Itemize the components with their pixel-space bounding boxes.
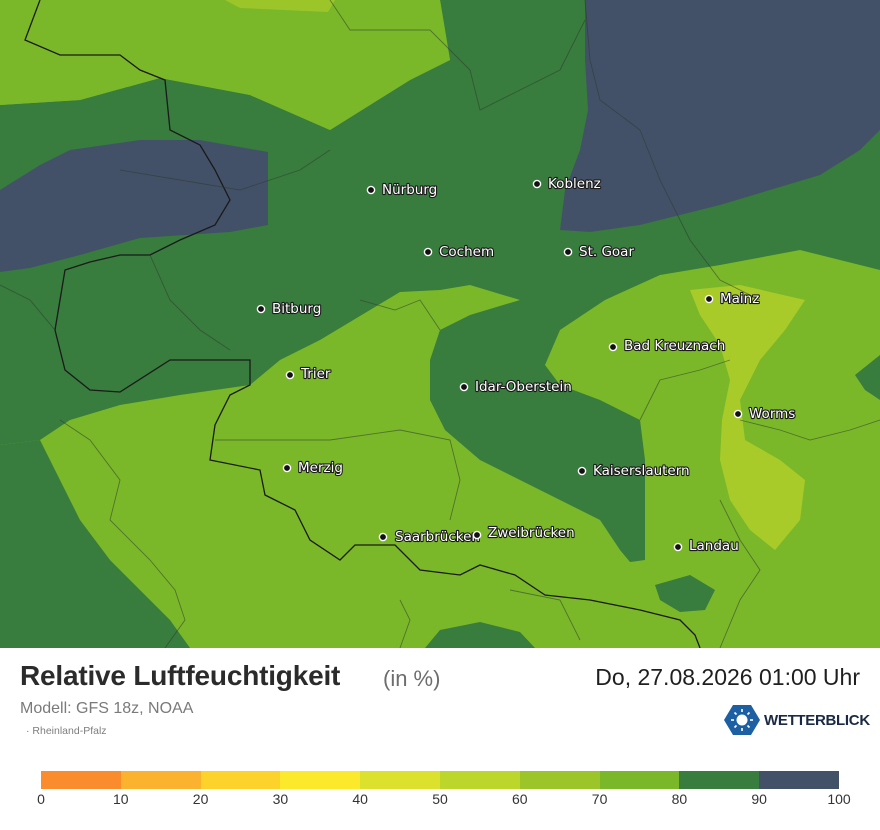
- region-lines: [0, 0, 880, 648]
- city-dot: [459, 382, 469, 392]
- city-marker-cochem: Cochem: [423, 243, 495, 261]
- city-marker-nuerburg: Nürburg: [366, 181, 438, 199]
- city-dot: [608, 342, 618, 352]
- city-marker-kaiserslautern: Kaiserslautern: [577, 462, 691, 480]
- city-marker-idar-oberstein: Idar-Oberstein: [459, 378, 573, 396]
- city-label: St. Goar: [579, 244, 634, 260]
- legend-tick-label: 80: [671, 791, 688, 807]
- humidity-band-80-90-east-edge: [855, 355, 880, 400]
- city-dot: [366, 185, 376, 195]
- city-dot: [285, 370, 295, 380]
- city-label: Idar-Oberstein: [475, 379, 572, 395]
- city-label: Saarbrücken: [395, 529, 480, 545]
- city-dot: [704, 294, 714, 304]
- map-footer: Relative Luftfeuchtigkeit (in %) Do, 27.…: [0, 648, 880, 830]
- city-label: Zweibrücken: [488, 525, 575, 541]
- color-scale-legend: [41, 771, 839, 789]
- legend-tick-label: 30: [272, 791, 289, 807]
- city-label: Nürburg: [382, 182, 437, 198]
- legend-tick-label: 50: [432, 791, 448, 807]
- city-dot: [282, 463, 292, 473]
- legend-segment: [759, 771, 839, 789]
- brand-logo[interactable]: WETTERBLICK: [724, 704, 870, 736]
- humidity-band-90-100-west: [0, 140, 268, 272]
- legend-segment: [200, 771, 281, 789]
- city-label: Koblenz: [548, 176, 601, 192]
- region-label: · Rheinland-Pfalz: [26, 725, 107, 737]
- city-marker-zweibruecken: Zweibrücken: [472, 524, 576, 542]
- model-info: Modell: GFS 18z, NOAA: [20, 700, 194, 717]
- city-label: Mainz: [720, 291, 759, 307]
- legend-tick-label: 90: [751, 791, 767, 807]
- legend-segment: [280, 771, 361, 789]
- humidity-band-50-60-rhine: [690, 285, 805, 550]
- city-marker-mainz: Mainz: [704, 290, 760, 308]
- city-label: Landau: [689, 538, 739, 554]
- city-label: Worms: [749, 406, 795, 422]
- humidity-band-80-90-southwest: [0, 440, 190, 648]
- legend-segment: [679, 771, 760, 789]
- humidity-map: Nürburg Koblenz Cochem St. Goar Mainz Bi…: [0, 0, 880, 648]
- city-label: Bitburg: [272, 301, 321, 317]
- legend-segment: [599, 771, 680, 789]
- legend-tick-label: 70: [591, 791, 608, 807]
- city-dot: [563, 247, 573, 257]
- city-dot: [378, 532, 388, 542]
- legend-segment: [41, 771, 121, 789]
- city-marker-bitburg: Bitburg: [256, 300, 322, 318]
- city-dot: [532, 179, 542, 189]
- city-label: Bad Kreuznach: [624, 338, 725, 354]
- border-lines: [24, 0, 701, 648]
- legend-segment: [439, 771, 520, 789]
- legend-tick-label: 0: [37, 791, 45, 807]
- legend-tick-label: 60: [512, 791, 528, 807]
- legend-tick-label: 10: [113, 791, 129, 807]
- legend-segment: [519, 771, 600, 789]
- legend-ticks: 0 10 20 30 40 50 60 70 80 90 100: [37, 791, 851, 811]
- legend-segment: [360, 771, 440, 789]
- city-label: Trier: [300, 366, 331, 382]
- city-marker-trier: Trier: [285, 365, 332, 383]
- city-marker-koblenz: Koblenz: [532, 175, 602, 193]
- forecast-datetime: Do, 27.08.2026 01:00 Uhr: [595, 664, 860, 690]
- city-dot: [577, 466, 587, 476]
- humidity-band-70-80-north: [0, 0, 450, 130]
- legend-tick-label: 20: [192, 791, 209, 807]
- humidity-band-80-90-south-patch: [655, 575, 715, 612]
- city-label: Cochem: [439, 244, 494, 260]
- map-title: Relative Luftfeuchtigkeit: [20, 660, 341, 691]
- unit-label: (in %): [383, 666, 441, 691]
- city-marker-worms: Worms: [733, 405, 796, 423]
- city-marker-st-goar: St. Goar: [563, 243, 636, 261]
- legend-segment: [120, 771, 201, 789]
- city-dot: [673, 542, 683, 552]
- city-dot: [733, 409, 743, 419]
- city-marker-bad-kreuznach: Bad Kreuznach: [608, 337, 726, 355]
- city-marker-saarbruecken: Saarbrücken: [378, 528, 481, 546]
- legend-tick-label: 40: [352, 791, 368, 807]
- legend-tick-label: 100: [827, 791, 851, 807]
- city-label: Merzig: [298, 460, 343, 476]
- city-dot: [423, 247, 433, 257]
- city-dot: [472, 530, 482, 540]
- city-marker-merzig: Merzig: [282, 459, 344, 477]
- city-dot: [256, 304, 266, 314]
- city-label: Kaiserslautern: [593, 463, 690, 479]
- city-marker-landau: Landau: [673, 537, 740, 555]
- humidity-band-80-90-bottom: [425, 622, 535, 648]
- humidity-band-60-70-north: [225, 0, 335, 12]
- humidity-band-90-100-east: [560, 0, 880, 232]
- wetterblick-logo-icon: [724, 705, 760, 735]
- brand-name: WETTERBLICK: [764, 712, 870, 729]
